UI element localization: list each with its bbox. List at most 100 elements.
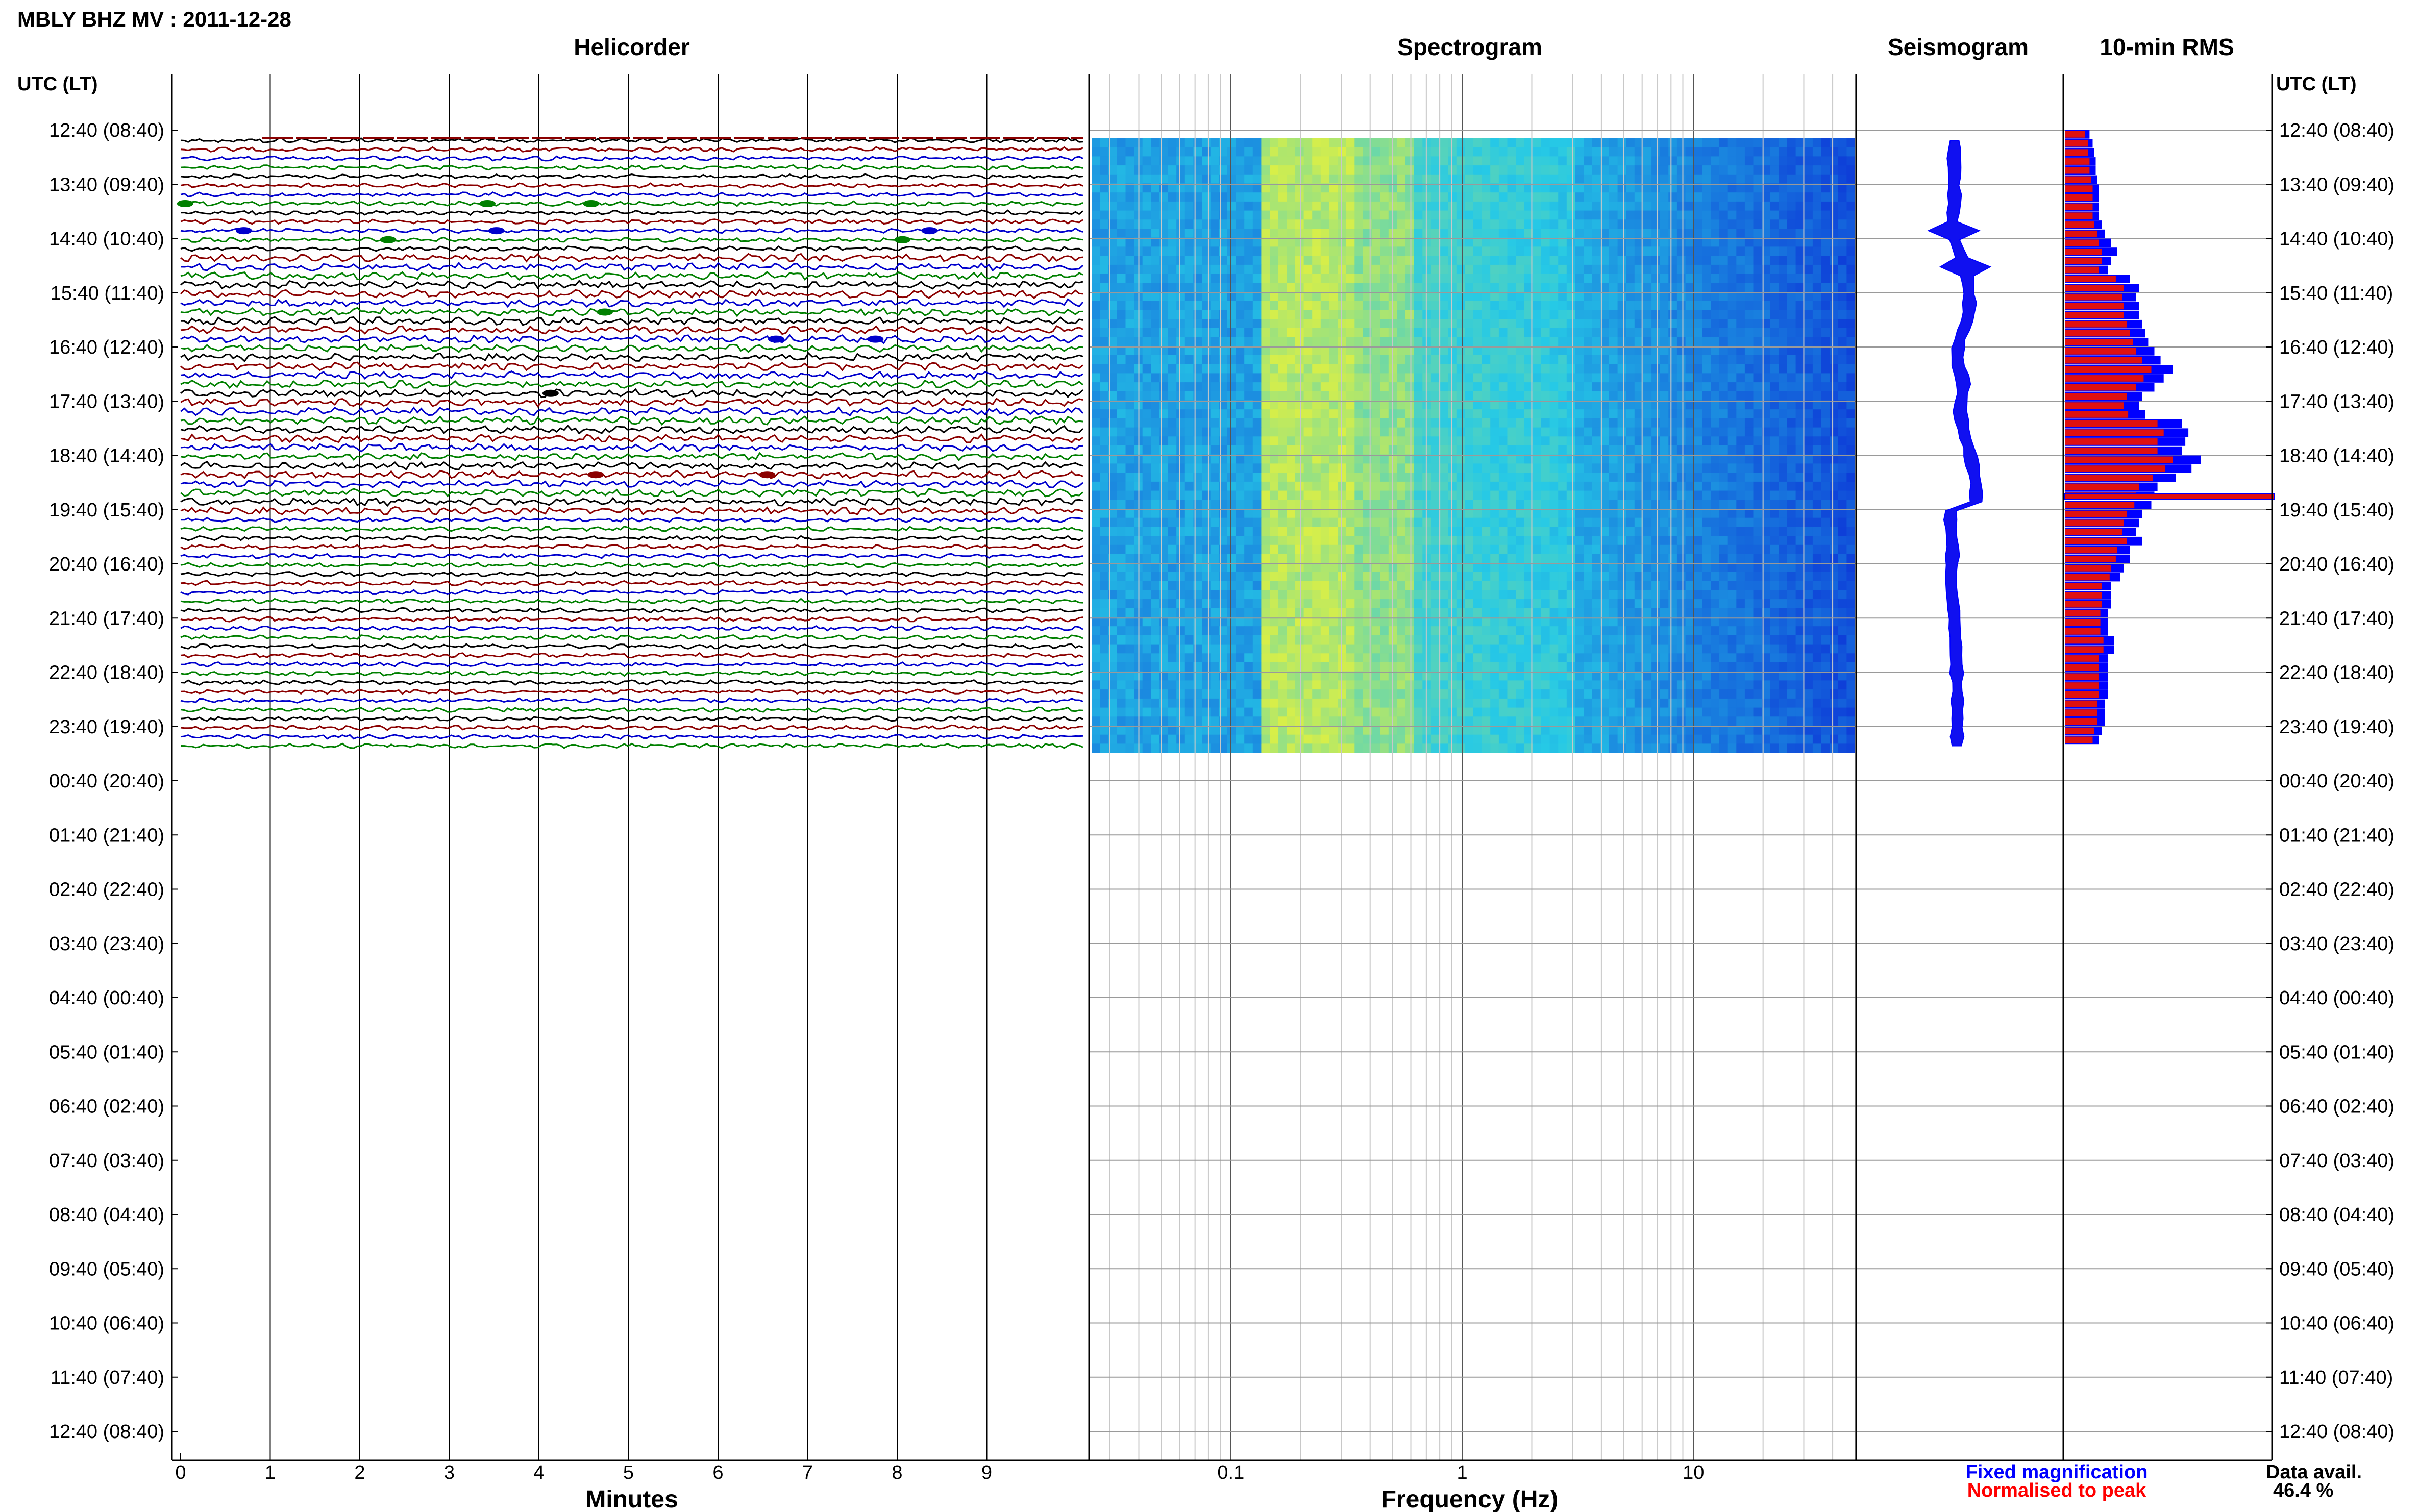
rms-bar-normalised [2065, 519, 2124, 527]
helicorder-xlabel: Minutes [585, 1486, 678, 1512]
rms-bar-normalised [2065, 420, 2158, 427]
spectrogram-row [1092, 590, 1856, 600]
helicorder-trace [180, 325, 1083, 335]
spectrogram-row [1092, 210, 1856, 220]
spectrogram-row [1092, 229, 1856, 238]
rms-bar-normalised [2065, 646, 2104, 653]
spectrogram-row [1092, 689, 1856, 699]
helicorder-trace [180, 571, 1083, 577]
helicorder-trace [180, 191, 1083, 198]
spectrogram-row [1092, 219, 1856, 229]
rms-bar-normalised [2065, 664, 2099, 671]
rms-bar-normalised [2065, 276, 2116, 282]
time-label-right: 07:40 (03:40) [2279, 1150, 2395, 1172]
helicorder-trace [180, 625, 1083, 632]
rms-bar-normalised [2065, 628, 2101, 635]
helicorder-trace [180, 433, 1083, 444]
spectrogram-row [1092, 147, 1856, 157]
rms-bar-normalised [2065, 185, 2093, 192]
helicorder-event [488, 227, 505, 235]
left-axis-title: UTC (LT) [17, 73, 98, 95]
spectrogram-row [1092, 490, 1856, 500]
helicorder-event [921, 227, 938, 235]
helicorder-trace [180, 316, 1083, 326]
helicorder-traces [177, 137, 1084, 749]
legend-normalised-to-peak: Normalised to peak [1967, 1480, 2146, 1501]
spectrogram-row [1092, 726, 1856, 735]
time-axis-labels: 12:40 (08:40) 12:40 (08:40) 13:40 (09:40) 1… [49, 120, 2395, 1443]
helicorder-trace [180, 415, 1083, 426]
helicorder-trace [180, 487, 1083, 498]
rms-bar-normalised [2065, 718, 2097, 725]
helicorder-trace [180, 634, 1083, 641]
rms-bar-normalised [2065, 194, 2093, 201]
spectrogram-row [1092, 364, 1856, 374]
rms-bar-normalised [2065, 547, 2117, 554]
spectrogram-row [1092, 581, 1856, 590]
rms-bar-normalised [2065, 212, 2093, 219]
helicorder-trace [180, 262, 1084, 272]
spectrogram-row [1092, 536, 1856, 546]
spectrogram-xlabel: Frequency (Hz) [1381, 1486, 1559, 1512]
helicorder-trace [180, 334, 1083, 344]
spectrogram-row [1092, 319, 1856, 329]
spectrogram-row [1092, 418, 1856, 428]
helicorder-trace [180, 146, 1083, 153]
spectrogram-row [1092, 445, 1856, 455]
helicorder-trace [180, 742, 1083, 749]
time-label-right: 14:40 (10:40) [2279, 229, 2395, 250]
helicorder-trace [180, 173, 1083, 180]
spectrogram-row [1092, 192, 1856, 202]
rms-bar-normalised [2065, 366, 2152, 373]
helicorder-trace [180, 425, 1084, 435]
rms-bar-normalised [2065, 348, 2136, 355]
spectrogram-row [1092, 283, 1856, 292]
rms-bar-normalised [2065, 727, 2094, 734]
spectrogram-row [1092, 500, 1856, 509]
helicorder-trace [180, 479, 1083, 489]
spectrogram-row [1092, 237, 1856, 247]
spectrogram-row [1092, 355, 1856, 365]
minute-tick-label: 5 [623, 1462, 634, 1483]
rms-bar-normalised [2065, 709, 2097, 716]
time-label-right: 10:40 (06:40) [2279, 1313, 2395, 1334]
time-label-right: 01:40 (21:40) [2279, 825, 2395, 846]
helicorder-trace [180, 370, 1083, 380]
time-label-left: 06:40 (02:40) [49, 1096, 164, 1118]
time-label-left: 15:40 (11:40) [51, 283, 164, 304]
rms-bar-normalised [2065, 411, 2129, 418]
time-label-left: 18:40 (14:40) [49, 445, 164, 467]
rms-bar-normalised [2065, 529, 2122, 535]
time-label-left: 03:40 (23:40) [49, 933, 164, 955]
time-label-right: 12:40 (08:40) [2279, 1421, 2395, 1443]
spectrogram-row [1092, 463, 1856, 473]
helicorder-trace [180, 588, 1083, 596]
spectrogram-row [1092, 310, 1856, 319]
helicorder-trace [180, 497, 1083, 507]
helicorder-trace [180, 733, 1083, 740]
rms-title: 10-min RMS [2100, 34, 2234, 60]
figure-title: MBLY BHZ MV : 2011-12-28 [17, 7, 291, 31]
rms-bar-normalised [2065, 592, 2102, 599]
rms-bar-normalised [2065, 158, 2090, 165]
helicorder-event [587, 471, 604, 479]
spectrogram-heatmap [1092, 138, 1856, 753]
rms-bar-normalised [2065, 655, 2099, 662]
spectrogram-row [1092, 563, 1856, 573]
spectrogram-row [1092, 517, 1856, 527]
rms-bar-normalised [2065, 537, 2127, 544]
minute-tick-label: 3 [444, 1462, 455, 1483]
time-label-left: 10:40 (06:40) [49, 1313, 164, 1334]
rms-bar-normalised [2065, 736, 2093, 743]
rms-bar-normalised [2065, 691, 2099, 698]
spectrogram-row [1092, 454, 1856, 464]
panel-frames [171, 74, 2273, 1461]
rms-bars [2064, 130, 2275, 745]
helicorder-trace [180, 652, 1083, 659]
rms-bar-normalised [2065, 330, 2130, 337]
helicorder-event [583, 200, 600, 207]
spectrogram-row [1092, 201, 1856, 211]
helicorder-trace [180, 218, 1083, 225]
rms-bar-normalised [2065, 682, 2099, 689]
rms-bar-normalised [2065, 312, 2124, 318]
